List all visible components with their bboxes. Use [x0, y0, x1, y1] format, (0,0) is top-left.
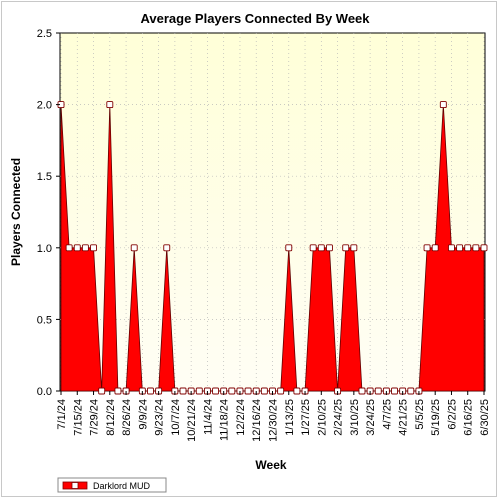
- data-point: [98, 387, 106, 395]
- x-tick-label: 10/21/24: [186, 399, 198, 442]
- x-tick-label: 5/19/25: [430, 399, 442, 436]
- x-tick-label: 11/18/24: [219, 399, 231, 441]
- y-tick-label: 0.0: [37, 386, 52, 398]
- x-tick-label: 1/27/25: [300, 399, 312, 436]
- data-point: [195, 387, 203, 395]
- series-area-path: [60, 104, 485, 392]
- data-point: [277, 387, 285, 395]
- x-tick-label: 6/2/25: [446, 399, 458, 430]
- data-point: [147, 387, 154, 395]
- data-point: [130, 244, 138, 252]
- legend-label: Darklord MUD: [93, 481, 151, 491]
- y-tick-label: 2.0: [37, 100, 52, 112]
- data-point: [81, 244, 89, 252]
- x-tick-label: 9/9/24: [137, 399, 149, 430]
- data-point: [260, 387, 268, 395]
- data-point: [439, 101, 447, 109]
- data-point: [317, 244, 325, 252]
- data-point: [391, 387, 398, 395]
- x-axis-title: Week: [255, 458, 286, 472]
- data-point: [106, 101, 114, 109]
- x-tick-label: 7/15/24: [72, 399, 84, 436]
- data-point: [212, 387, 220, 395]
- x-tick-label: 12/30/24: [268, 399, 280, 442]
- x-tick-label: 4/21/25: [398, 399, 410, 436]
- data-point: [374, 387, 382, 395]
- data-point: [309, 244, 317, 252]
- data-point: [325, 244, 333, 252]
- y-axis-ticks: 0.0 0.5 1.0 1.5 2.0 2.5: [37, 28, 60, 398]
- x-tick-label: 7/29/24: [89, 399, 101, 436]
- x-tick-label: 8/12/24: [105, 399, 117, 436]
- legend-marker: [71, 482, 79, 489]
- data-point: [65, 244, 73, 252]
- series-markers: [57, 101, 488, 395]
- x-tick-label: 2/24/25: [333, 399, 345, 436]
- data-point: [114, 387, 122, 395]
- x-tick-label: 9/23/24: [154, 399, 166, 436]
- x-tick-label: 7/1/24: [56, 399, 68, 430]
- data-point: [342, 244, 350, 252]
- y-tick-label: 2.5: [37, 28, 52, 40]
- series-area: [60, 104, 485, 392]
- y-tick-label: 0.5: [37, 314, 52, 326]
- data-point: [407, 387, 415, 395]
- data-point: [244, 387, 252, 395]
- x-tick-label: 8/26/24: [121, 399, 133, 436]
- data-point: [350, 244, 358, 252]
- y-tick-label: 1.5: [37, 171, 52, 183]
- y-tick-label: 1.0: [37, 243, 52, 255]
- data-point: [472, 244, 480, 252]
- x-axis-ticks: 7/1/24 7/15/24 7/29/24 8/12/24 8/26/24 9/9/24…: [56, 391, 491, 442]
- data-point: [423, 244, 431, 252]
- data-point: [179, 387, 187, 395]
- data-point: [358, 387, 366, 395]
- x-tick-label: 4/7/25: [381, 399, 393, 430]
- data-point: [456, 244, 464, 252]
- x-tick-label: 11/4/24: [202, 399, 214, 435]
- x-tick-label: 6/16/25: [463, 399, 475, 436]
- data-point: [293, 387, 301, 395]
- data-point: [464, 244, 472, 252]
- chart-title: Average Players Connected By Week: [140, 11, 370, 26]
- grid-lines: [60, 33, 485, 391]
- data-point: [90, 244, 97, 252]
- x-tick-label: 6/30/25: [479, 399, 491, 436]
- x-tick-label: 2/10/25: [316, 399, 328, 436]
- x-tick-label: 3/10/25: [349, 399, 361, 436]
- data-point: [480, 244, 488, 252]
- data-point: [431, 244, 439, 252]
- x-tick-label: 1/13/25: [284, 399, 296, 436]
- legend: Darklord MUD: [57, 477, 167, 493]
- data-point: [285, 244, 293, 252]
- y-axis-title: Players Connected: [9, 158, 23, 266]
- x-tick-label: 10/7/24: [170, 399, 182, 436]
- data-point: [163, 244, 171, 252]
- x-tick-label: 12/2/24: [235, 399, 247, 436]
- data-point: [228, 387, 236, 395]
- data-point: [448, 244, 455, 252]
- x-tick-label: 5/5/25: [414, 399, 426, 430]
- x-tick-label: 3/24/25: [365, 399, 377, 436]
- data-point: [73, 244, 81, 252]
- x-tick-label: 12/16/24: [251, 399, 263, 442]
